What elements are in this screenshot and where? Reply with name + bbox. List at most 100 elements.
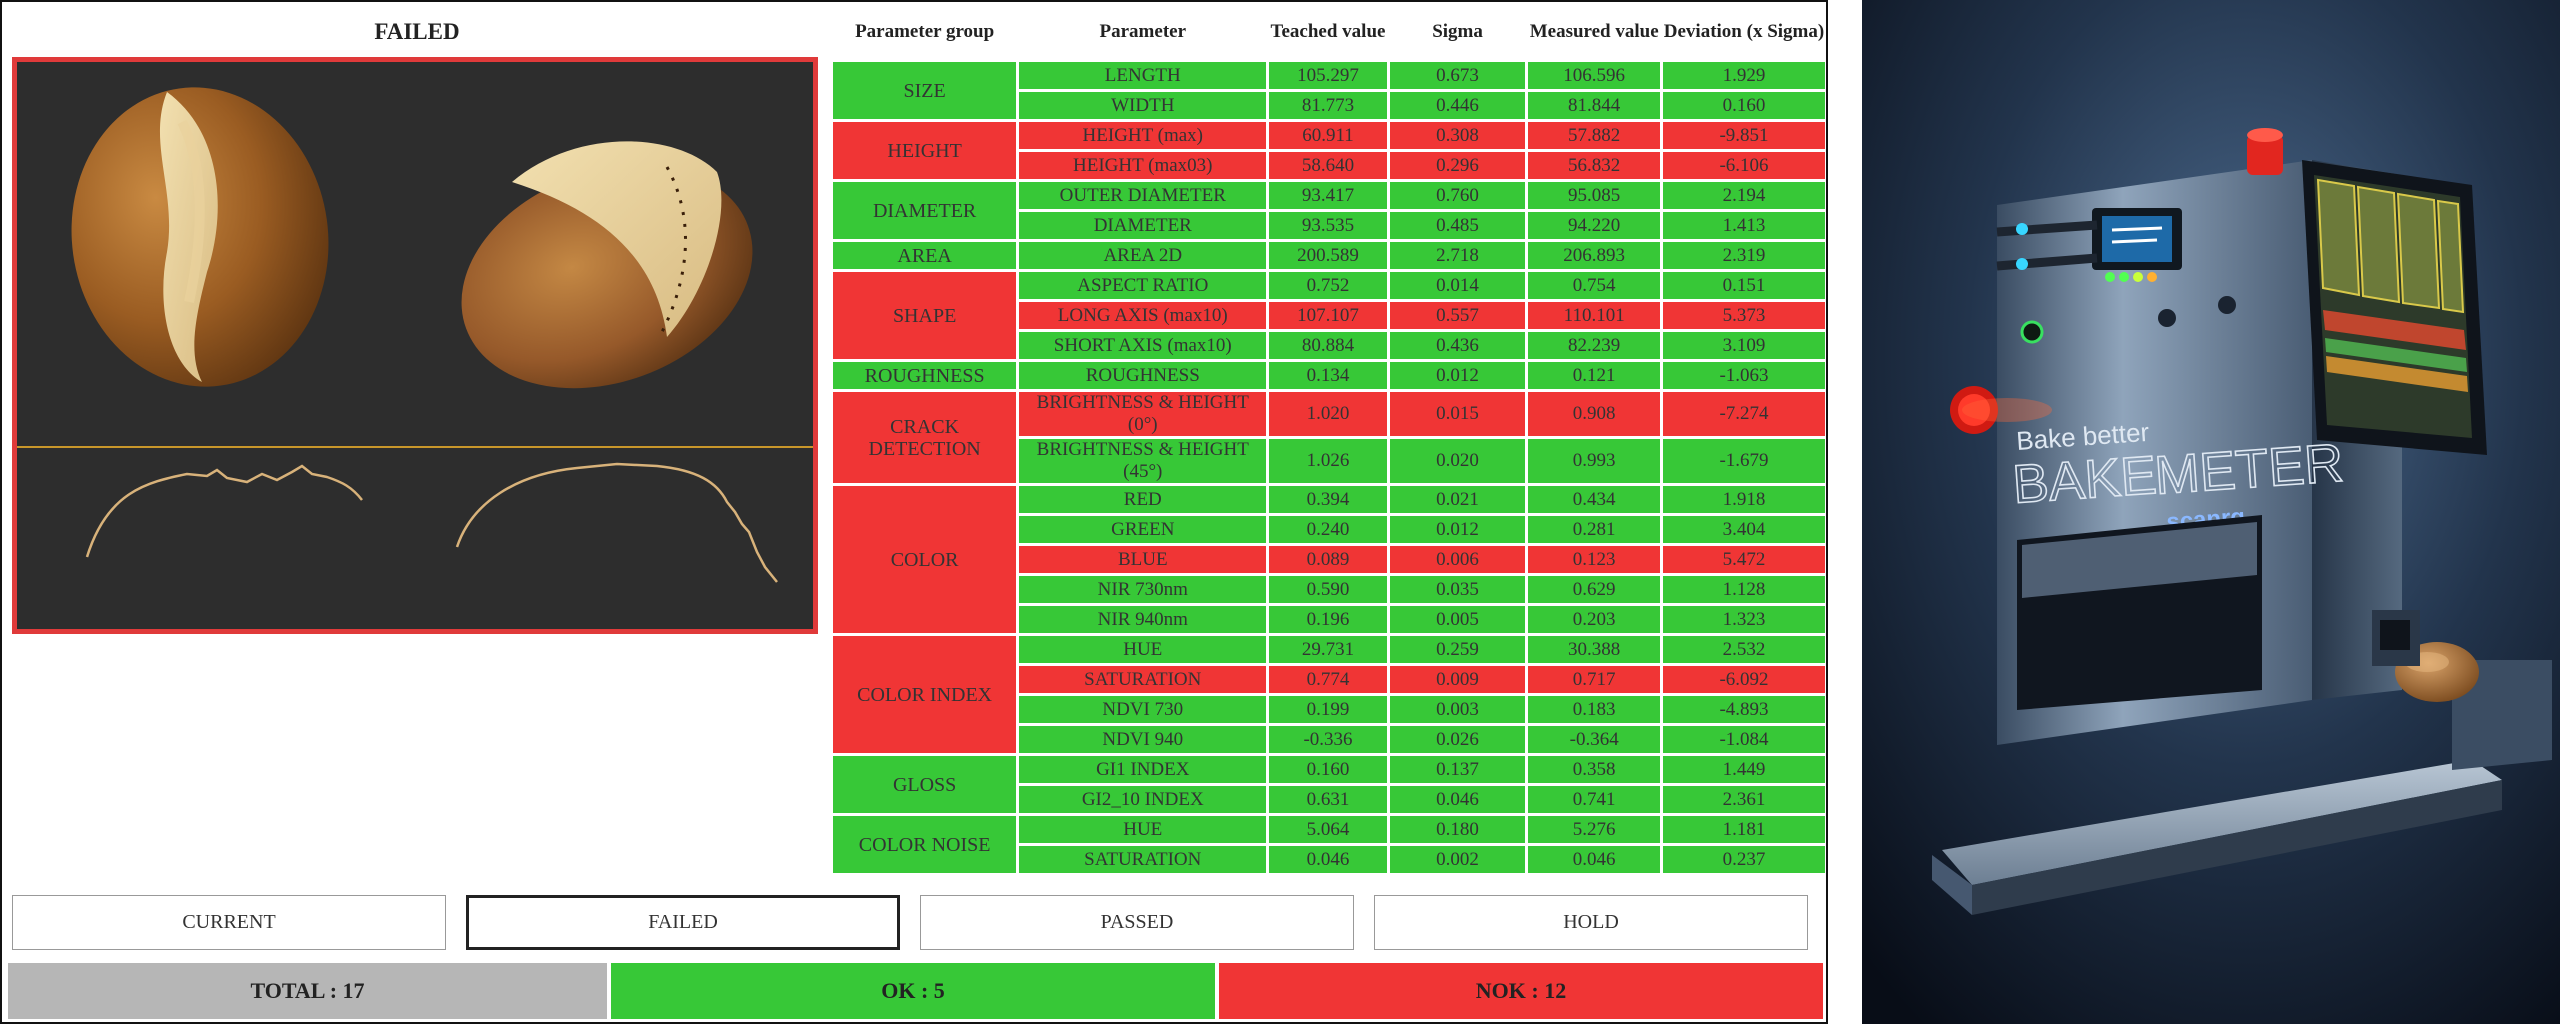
device-brand-meter: METER [2153, 433, 2346, 506]
table-row: SIZE LENGTH 105.297 0.673 106.596 1.929 [833, 62, 1825, 119]
teached-value-cell: 200.589 [1269, 242, 1387, 269]
table-row: DIAMETER OUTER DIAMETER 93.417 0.760 95.085 2… [833, 182, 1825, 239]
parameter-cell: HUE [1019, 816, 1267, 843]
teached-value-cell: -0.336 [1269, 726, 1387, 753]
parameter-group-cell: GLOSS [833, 756, 1017, 813]
monitor-screen [2316, 178, 2468, 392]
sigma-cell: 0.046 [1389, 786, 1526, 813]
parameter-table: Parameter group Parameter Teached value … [830, 2, 1828, 876]
table-row: CRACK DETECTION BRIGHTNESS & HEIGHT (0°) 1… [833, 392, 1825, 483]
teached-value-cell: 0.774 [1269, 666, 1387, 693]
measured-value-cell: 0.741 [1528, 786, 1660, 813]
parameter-cell: ROUGHNESS [1019, 362, 1267, 389]
inspection-app: FAILED [0, 0, 1828, 1024]
table-row: BRIGHTNESS & HEIGHT (45°) 1.026 0.020 0.993… [833, 439, 1825, 483]
measured-value-cell: 5.276 [1528, 816, 1660, 843]
deviation-cell: -1.063 [1662, 362, 1825, 389]
bakemeter-device-photo: Bake better BAKE METER scanrg [1862, 0, 2560, 1024]
table-row: COLOR RED 0.394 0.021 0.434 1.918 [833, 486, 1825, 633]
sigma-cell: 0.760 [1389, 182, 1526, 209]
filter-hold-button[interactable]: HOLD [1374, 895, 1808, 950]
deviation-cell: 1.449 [1662, 756, 1825, 783]
filter-passed-button[interactable]: PASSED [920, 895, 1354, 950]
sigma-cell: 0.005 [1389, 606, 1526, 633]
deviation-cell: 1.323 [1662, 606, 1825, 633]
parameter-cell: WIDTH [1019, 92, 1267, 119]
summary-nok: NOK : 12 [1219, 963, 1823, 1019]
filter-failed-button[interactable]: FAILED [466, 895, 900, 950]
deviation-cell: 0.160 [1662, 92, 1825, 119]
deviation-cell: -6.106 [1662, 152, 1825, 179]
sigma-cell: 0.009 [1389, 666, 1526, 693]
deviation-cell: 3.109 [1662, 332, 1825, 359]
deviation-cell: 5.472 [1662, 546, 1825, 573]
parameter-cell: NIR 940nm [1019, 606, 1267, 633]
result-title: FAILED [374, 19, 460, 44]
height-profile-right [455, 462, 778, 583]
parameter-cell: NDVI 730 [1019, 696, 1267, 723]
parameter-cell: HEIGHT (max) [1019, 122, 1267, 149]
table-row: HEIGHT HEIGHT (max) 60.911 0.308 57.882 -9.85… [833, 122, 1825, 179]
parameter-cell: HEIGHT (max03) [1019, 152, 1267, 179]
sigma-cell: 0.002 [1389, 846, 1526, 873]
sigma-cell: 0.012 [1389, 362, 1526, 389]
deviation-cell: 2.319 [1662, 242, 1825, 269]
header-parameter-group: Parameter group [833, 5, 1017, 59]
deviation-cell: -7.274 [1662, 392, 1825, 436]
header-measured-value: Measured value [1528, 5, 1660, 59]
height-profile-left [85, 464, 363, 558]
parameter-group-cell: CRACK DETECTION [833, 392, 1017, 483]
table-row: DIAMETER 93.535 0.485 94.220 1.413 [833, 212, 1825, 239]
parameter-cell: GI2_10 INDEX [1019, 786, 1267, 813]
parameter-group-cell: SHAPE [833, 272, 1017, 359]
parameter-group-cell: COLOR [833, 486, 1017, 633]
measured-value-cell: 0.281 [1528, 516, 1660, 543]
measured-value-cell: 106.596 [1528, 62, 1660, 89]
bread-side-view [461, 141, 753, 389]
table-row: NIR 730nm 0.590 0.035 0.629 1.128 [833, 576, 1825, 603]
sigma-cell: 0.026 [1389, 726, 1526, 753]
parameter-cell: BLUE [1019, 546, 1267, 573]
filter-current-button[interactable]: CURRENT [12, 895, 446, 950]
parameter-cell: HUE [1019, 636, 1267, 663]
sigma-cell: 0.035 [1389, 576, 1526, 603]
table-row: SATURATION 0.046 0.002 0.046 0.237 [833, 846, 1825, 873]
teached-value-cell: 0.752 [1269, 272, 1387, 299]
measured-value-cell: 0.629 [1528, 576, 1660, 603]
teached-value-cell: 0.046 [1269, 846, 1387, 873]
sigma-cell: 0.485 [1389, 212, 1526, 239]
parameter-group-cell: COLOR INDEX [833, 636, 1017, 753]
measured-value-cell: 0.717 [1528, 666, 1660, 693]
table-row: NDVI 730 0.199 0.003 0.183 -4.893 [833, 696, 1825, 723]
teached-value-cell: 5.064 [1269, 816, 1387, 843]
teached-value-cell: 0.134 [1269, 362, 1387, 389]
sigma-cell: 0.021 [1389, 486, 1526, 513]
table-row: COLOR INDEX HUE 29.731 0.259 30.388 2.532 [833, 636, 1825, 753]
teached-value-cell: 80.884 [1269, 332, 1387, 359]
parameter-group-cell: COLOR NOISE [833, 816, 1017, 873]
deviation-cell: -6.092 [1662, 666, 1825, 693]
parameter-cell: DIAMETER [1019, 212, 1267, 239]
measured-value-cell: 0.121 [1528, 362, 1660, 389]
header-parameter: Parameter [1019, 5, 1267, 59]
measured-value-cell: 0.434 [1528, 486, 1660, 513]
device-brand-bake: BAKE [2011, 445, 2159, 515]
table-row: HEIGHT (max03) 58.640 0.296 56.832 -6.106 [833, 152, 1825, 179]
header-teached-value: Teached value [1269, 5, 1387, 59]
sigma-cell: 0.436 [1389, 332, 1526, 359]
deviation-cell: 5.373 [1662, 302, 1825, 329]
table-row: ROUGHNESS ROUGHNESS 0.134 0.012 0.121 -1.063 [833, 362, 1825, 389]
header-deviation: Deviation (x Sigma) [1662, 5, 1825, 59]
teached-value-cell: 60.911 [1269, 122, 1387, 149]
parameter-cell: SHORT AXIS (max10) [1019, 332, 1267, 359]
parameter-cell: NIR 730nm [1019, 576, 1267, 603]
deviation-cell: -1.679 [1662, 439, 1825, 483]
table-row: GLOSS GI1 INDEX 0.160 0.137 0.358 1.449 [833, 756, 1825, 813]
table-body: SIZE LENGTH 105.297 0.673 106.596 1.929 WIDTH 8… [833, 62, 1825, 873]
parameter-cell: RED [1019, 486, 1267, 513]
measured-value-cell: -0.364 [1528, 726, 1660, 753]
table-row: NDVI 940 -0.336 0.026 -0.364 -1.084 [833, 726, 1825, 753]
teached-value-cell: 0.196 [1269, 606, 1387, 633]
parameter-cell: GI1 INDEX [1019, 756, 1267, 783]
table-row: SATURATION 0.774 0.009 0.717 -6.092 [833, 666, 1825, 693]
